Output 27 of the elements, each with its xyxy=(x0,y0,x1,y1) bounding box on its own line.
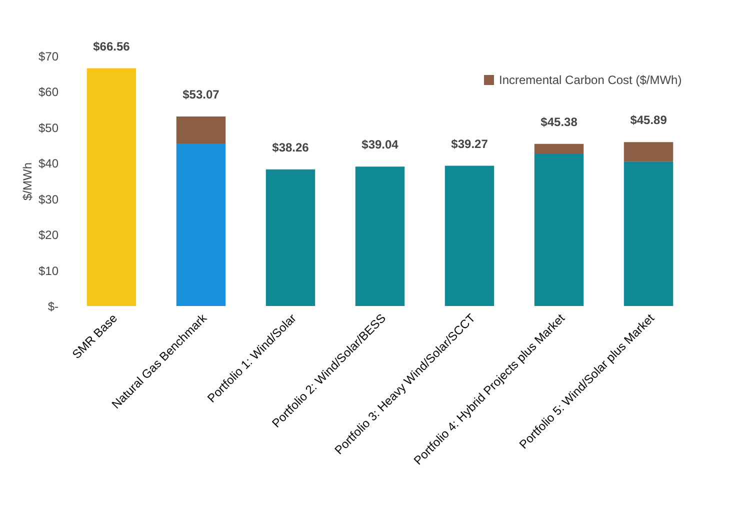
bar xyxy=(355,166,405,306)
y-axis-title: $/MWh xyxy=(20,162,34,201)
y-tick-label: $70 xyxy=(38,50,59,64)
bar xyxy=(534,144,584,154)
bar xyxy=(176,116,226,144)
total-label: $45.38 xyxy=(540,114,578,129)
y-tick-label: $50 xyxy=(38,120,59,135)
total-label: $66.56 xyxy=(93,39,130,54)
bar xyxy=(86,68,136,306)
bar xyxy=(266,169,316,306)
bar xyxy=(624,161,674,306)
total-label: $38.26 xyxy=(272,140,310,154)
y-tick-label: $- xyxy=(48,300,58,314)
legend-label: Incremental Carbon Cost ($/MWh) xyxy=(499,73,682,87)
total-label: $53.07 xyxy=(182,87,220,102)
bar xyxy=(534,154,584,306)
total-label: $39.27 xyxy=(451,136,488,151)
y-tick-label: $30 xyxy=(38,192,59,206)
y-tick-label: $10 xyxy=(38,264,59,278)
total-label: $45.89 xyxy=(630,113,668,128)
y-tick-label: $20 xyxy=(38,228,59,242)
y-tick-label: $40 xyxy=(38,156,59,171)
bar xyxy=(176,144,226,306)
y-tick-label: $60 xyxy=(38,85,59,100)
total-label: $39.04 xyxy=(362,138,399,152)
bar xyxy=(624,142,674,162)
bar xyxy=(444,166,494,306)
